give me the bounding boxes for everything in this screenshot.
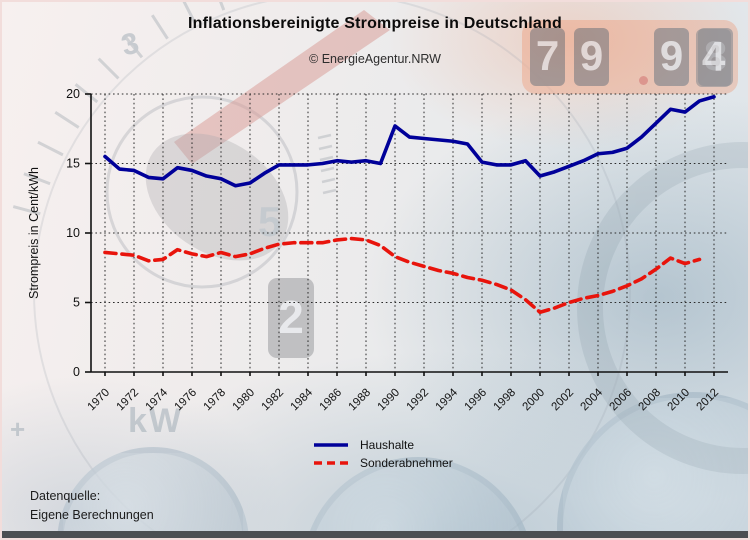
svg-text:0: 0: [73, 365, 80, 379]
legend-label-haushalte: Haushalte: [360, 438, 415, 452]
source-note: Datenquelle: Eigene Berechnungen: [30, 487, 154, 525]
svg-text:1972: 1972: [115, 387, 142, 414]
legend-item-sonderabnehmer: Sonderabnehmer: [313, 454, 453, 472]
svg-text:10: 10: [66, 226, 80, 240]
legend-label-sonderabnehmer: Sonderabnehmer: [360, 456, 453, 470]
svg-text:1998: 1998: [492, 387, 519, 414]
chart-legend: Haushalte Sonderabnehmer: [313, 436, 453, 472]
chart-title: Inflationsbereinigte Strompreise in Deut…: [188, 15, 562, 32]
svg-text:2006: 2006: [608, 387, 635, 414]
legend-item-haushalte: Haushalte: [313, 436, 453, 454]
svg-text:2012: 2012: [695, 387, 722, 414]
svg-text:1974: 1974: [144, 386, 171, 413]
svg-text:2010: 2010: [666, 387, 693, 414]
svg-text:1982: 1982: [260, 387, 287, 414]
svg-text:15: 15: [66, 157, 80, 171]
svg-text:2002: 2002: [550, 387, 577, 414]
svg-text:1992: 1992: [405, 387, 432, 414]
line-chart-plot: 0 5 10 15 20 1970 1972 1974 1976 1978 1980 1982 1984…: [66, 87, 728, 414]
svg-text:1976: 1976: [173, 387, 200, 414]
svg-text:1990: 1990: [376, 387, 403, 414]
svg-text:1970: 1970: [86, 387, 113, 414]
source-value: Eigene Berechnungen: [30, 508, 154, 522]
source-label: Datenquelle:: [30, 489, 101, 503]
svg-text:1980: 1980: [231, 387, 258, 414]
svg-text:2008: 2008: [637, 387, 664, 414]
svg-text:1986: 1986: [318, 387, 345, 414]
copyright-line: © EnergieAgentur.NRW: [309, 52, 441, 66]
svg-text:1996: 1996: [463, 387, 490, 414]
svg-text:1984: 1984: [289, 386, 316, 413]
svg-text:1978: 1978: [202, 387, 229, 414]
haushalte-line-swatch: [314, 443, 348, 447]
svg-text:2000: 2000: [521, 387, 548, 414]
sonderabnehmer-line-swatch: [314, 461, 348, 465]
svg-text:2004: 2004: [579, 386, 606, 413]
svg-text:1994: 1994: [434, 386, 461, 413]
svg-text:1988: 1988: [347, 387, 374, 414]
bottom-border-bar: [2, 531, 748, 538]
svg-text:5: 5: [73, 296, 80, 310]
svg-text:20: 20: [66, 87, 80, 101]
